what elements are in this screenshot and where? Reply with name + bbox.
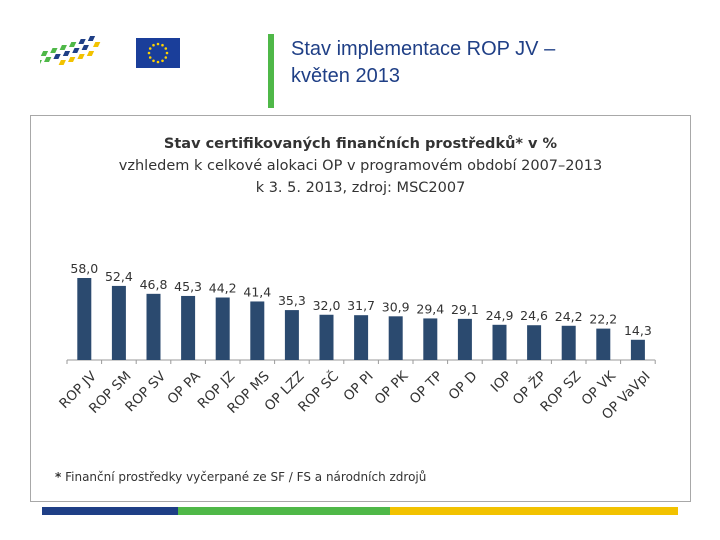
regional-logo-icon bbox=[40, 36, 101, 65]
bar-value-label: 52,4 bbox=[105, 269, 133, 284]
bar-value-label: 22,2 bbox=[589, 312, 617, 327]
bar-value-label: 46,8 bbox=[140, 277, 168, 292]
bar-value-label: 24,9 bbox=[486, 308, 514, 323]
eu-star-icon bbox=[148, 47, 152, 50]
bar-op-lzz bbox=[284, 310, 299, 360]
footnote-star: * bbox=[55, 470, 62, 484]
bar-rop-sč bbox=[319, 314, 334, 360]
bar-value-label: 45,3 bbox=[174, 279, 202, 294]
bar-value-label: 24,2 bbox=[555, 309, 583, 324]
title-accent-bar bbox=[268, 34, 274, 108]
bar-rop-sv bbox=[146, 293, 161, 360]
bar-value-label: 29,4 bbox=[416, 301, 444, 316]
eu-star-icon bbox=[161, 59, 164, 63]
footer-strip-blue bbox=[42, 507, 178, 515]
bar-value-label: 35,3 bbox=[278, 293, 306, 308]
eu-star-icon bbox=[156, 42, 160, 46]
slide-title-line1: Stav implementace ROP JV – bbox=[291, 38, 556, 60]
bar-op-pk bbox=[388, 316, 403, 360]
bar-value-label: 31,7 bbox=[347, 298, 375, 313]
chart-title: Stav certifikovaných finančních prostřed… bbox=[163, 136, 558, 152]
x-tick-label: IOP bbox=[488, 368, 515, 395]
chart-title-block: Stav certifikovaných finančních prostřed… bbox=[31, 133, 690, 199]
eu-star-icon bbox=[165, 51, 169, 55]
x-tick-label: OP PI bbox=[341, 368, 377, 404]
eu-star-icon bbox=[152, 43, 155, 47]
footnote-text: Finanční prostředky vyčerpané ze SF / FS… bbox=[65, 470, 427, 484]
bar-op-žp bbox=[527, 325, 542, 360]
chart-frame: Stav certifikovaných finančních prostřed… bbox=[30, 115, 691, 502]
bar-rop-jz bbox=[215, 297, 230, 360]
eu-star-icon bbox=[152, 59, 155, 63]
footer-strip-green bbox=[178, 507, 390, 515]
eu-flag-icon bbox=[136, 38, 180, 68]
bar-value-label: 24,6 bbox=[520, 308, 548, 323]
bar-rop-sm bbox=[111, 285, 126, 360]
bar-op-tp bbox=[423, 318, 438, 360]
eu-star-icon bbox=[147, 51, 151, 55]
bar-value-label: 30,9 bbox=[382, 299, 410, 314]
bar-op-d bbox=[457, 318, 472, 360]
slide-title: Stav implementace ROP JV – květen 2013 bbox=[291, 36, 691, 90]
bar-value-label: 41,4 bbox=[243, 284, 271, 299]
bar-value-label: 14,3 bbox=[624, 323, 652, 338]
bar-op-vk bbox=[596, 328, 611, 360]
slide-title-line2: květen 2013 bbox=[291, 65, 400, 87]
x-tick-label: OP D bbox=[446, 368, 481, 403]
x-tick-label: OP PK bbox=[372, 367, 412, 407]
eu-star-icon bbox=[164, 47, 168, 50]
eu-star-icon bbox=[161, 43, 164, 47]
bar-rop-sz bbox=[561, 325, 576, 360]
bar-value-label: 32,0 bbox=[313, 298, 341, 313]
bar-value-label: 58,0 bbox=[70, 261, 98, 276]
eu-star-icon bbox=[148, 56, 152, 59]
bar-op-pi bbox=[354, 315, 369, 360]
chart-subtitle-line1: vzhledem k celkové alokaci OP v programo… bbox=[118, 158, 603, 174]
chart-footnote: * Finanční prostředky vyčerpané ze SF / … bbox=[55, 470, 426, 484]
bar-value-label: 44,2 bbox=[209, 281, 237, 296]
eu-star-icon bbox=[164, 56, 168, 59]
footer-strip bbox=[42, 507, 678, 515]
bar-op-pa bbox=[181, 295, 196, 360]
x-tick-label: OP TP bbox=[407, 368, 446, 407]
bar-value-label: 29,1 bbox=[451, 302, 479, 317]
footer-strip-yellow bbox=[390, 507, 678, 515]
bar-op-vavpi bbox=[630, 339, 645, 360]
bar-rop-ms bbox=[250, 301, 265, 360]
eu-star-icon bbox=[156, 60, 160, 64]
bar-rop-jv bbox=[77, 278, 92, 360]
chart-subtitle-line2: k 3. 5. 2013, zdroj: MSC2007 bbox=[255, 180, 466, 196]
bar-iop bbox=[492, 324, 507, 360]
